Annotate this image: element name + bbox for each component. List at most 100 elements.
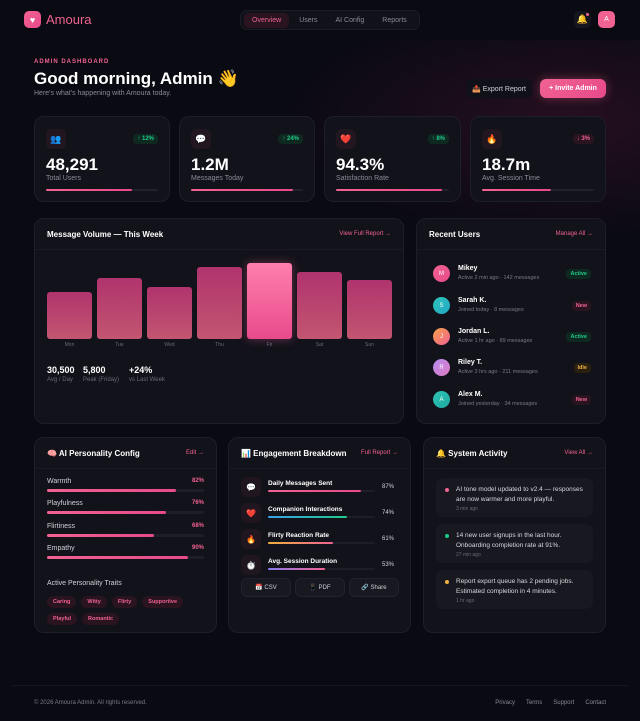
footer-links: Privacy Terms Support Contact bbox=[495, 700, 606, 706]
stat-label: Avg. Session Time bbox=[482, 175, 540, 182]
stat-label: Avg / Day bbox=[47, 377, 73, 383]
footer-link-privacy[interactable]: Privacy bbox=[495, 700, 515, 706]
fire-icon: 🔥 bbox=[241, 529, 261, 549]
user-avatar[interactable]: A bbox=[598, 11, 615, 28]
stat-card-total-users: 👥 ↑ 12% 48,291 Total Users bbox=[34, 116, 170, 202]
stat-progress bbox=[191, 189, 303, 191]
message-volume-card: Message Volume — This Week View Full Rep… bbox=[34, 218, 404, 424]
card-title: Recent Users bbox=[429, 230, 481, 239]
page-eyebrow: ADMIN DASHBOARD bbox=[34, 59, 110, 65]
trait-label: Warmth bbox=[47, 478, 72, 485]
bar-fri[interactable] bbox=[247, 263, 292, 339]
user-row[interactable]: A Alex M. Joined yesterday · 34 messages… bbox=[433, 388, 591, 412]
day-label: Tue bbox=[115, 342, 124, 348]
share-button[interactable]: 🔗 Share bbox=[349, 578, 399, 597]
top-bar: ♥ Amoura Overview Users AI Config Report… bbox=[0, 0, 640, 40]
stat-value: 18.7m bbox=[482, 155, 531, 174]
trait-chip[interactable]: Playful bbox=[47, 613, 78, 625]
full-report-link[interactable]: Full Report → bbox=[360, 450, 398, 456]
card-title: Message Volume — This Week bbox=[47, 230, 164, 239]
divider bbox=[424, 468, 605, 469]
export-csv-button[interactable]: 📅 CSV bbox=[241, 578, 291, 597]
trait-label: Flirtiness bbox=[47, 523, 76, 530]
engagement-row: 🔥 Flirty Reaction Rate 61% bbox=[241, 529, 398, 551]
footer-link-terms[interactable]: Terms bbox=[525, 700, 543, 706]
nav-reports[interactable]: Reports bbox=[382, 16, 407, 24]
user-meta: Active 3 hrs ago · 211 messages bbox=[458, 369, 538, 375]
status-dot bbox=[445, 580, 449, 584]
fire-icon: 🔥 bbox=[482, 129, 502, 149]
engagement-value: 87% bbox=[381, 484, 394, 490]
user-avatar: M bbox=[433, 265, 450, 282]
trait-chip[interactable]: Romantic bbox=[82, 613, 120, 625]
engagement-row: ⏱️ Avg. Session Duration 53% bbox=[241, 555, 398, 577]
user-row[interactable]: M Mikey Active 2 min ago · 142 messages … bbox=[433, 262, 591, 286]
user-row[interactable]: R Riley T. Active 3 hrs ago · 211 messag… bbox=[433, 356, 591, 380]
brand-name[interactable]: Amoura bbox=[46, 12, 92, 27]
export-pdf-button[interactable]: 📱 PDF bbox=[295, 578, 345, 597]
bar-sat[interactable] bbox=[297, 272, 342, 339]
activity-item[interactable]: AI tone model updated to v2.4 — response… bbox=[436, 478, 593, 517]
logo-heart-icon[interactable]: ♥ bbox=[24, 11, 41, 28]
trait-chip[interactable]: Caring bbox=[47, 596, 77, 608]
trait-slider[interactable] bbox=[47, 511, 204, 514]
users-icon: 👥 bbox=[46, 129, 66, 149]
trait-slider[interactable] bbox=[47, 534, 204, 537]
view-all-link[interactable]: View All → bbox=[564, 450, 593, 456]
card-title: 🔔 System Activity bbox=[436, 449, 508, 458]
manage-all-link[interactable]: Manage All → bbox=[555, 231, 593, 237]
bar-thu[interactable] bbox=[197, 266, 242, 339]
trait-label: Playfulness bbox=[47, 500, 83, 507]
stat-label: Satisfaction Rate bbox=[336, 175, 389, 182]
bar-wed[interactable] bbox=[147, 287, 192, 339]
user-meta: Joined yesterday · 34 messages bbox=[458, 401, 538, 407]
trait-chip[interactable]: Supportive bbox=[142, 596, 184, 608]
trait-chip[interactable]: Flirty bbox=[111, 596, 138, 608]
x-axis-labels: Mon Tue Wed Thu Fri Sat Sun bbox=[47, 342, 392, 348]
nav-ai-config[interactable]: AI Config bbox=[335, 16, 365, 24]
engagement-row: ❤️ Companion Interactions 74% bbox=[241, 503, 398, 525]
user-row[interactable]: J Jordan L. Active 1 hr ago · 89 message… bbox=[433, 325, 591, 349]
activity-item[interactable]: 14 new user signups in the last hour. On… bbox=[436, 524, 593, 563]
activity-time: 1 hr ago bbox=[456, 598, 475, 604]
trait-chips: Caring Witty Flirty Supportive Playful R… bbox=[47, 596, 207, 625]
user-meta: Active 2 min ago · 142 messages bbox=[458, 275, 540, 281]
stat-progress bbox=[46, 189, 158, 191]
divider bbox=[229, 468, 410, 469]
engagement-value: 74% bbox=[381, 510, 394, 516]
stat-progress bbox=[482, 189, 594, 191]
trait-chip[interactable]: Witty bbox=[81, 596, 107, 608]
trait-slider[interactable] bbox=[47, 489, 204, 492]
footer-link-contact[interactable]: Contact bbox=[585, 700, 606, 706]
bar-sun[interactable] bbox=[347, 280, 392, 339]
activity-text: 14 new user signups in the last hour. On… bbox=[456, 532, 562, 549]
status-badge: Idle bbox=[573, 363, 591, 373]
user-name: Sarah K. bbox=[458, 297, 487, 304]
edit-link[interactable]: Edit → bbox=[185, 450, 204, 456]
invite-admin-button[interactable]: + Invite Admin bbox=[540, 79, 606, 98]
bar-mon[interactable] bbox=[47, 291, 92, 339]
day-label: Mon bbox=[64, 342, 75, 348]
status-badge: New bbox=[571, 395, 591, 405]
user-row[interactable]: S Sarah K. Joined today · 8 messages New bbox=[433, 294, 591, 318]
trait-label: Empathy bbox=[47, 545, 75, 552]
stat-progress bbox=[336, 189, 449, 191]
footer-link-support[interactable]: Support bbox=[553, 700, 575, 706]
day-label: Wed bbox=[164, 342, 175, 348]
activity-item[interactable]: Report export queue has 2 pending jobs. … bbox=[436, 570, 593, 609]
trait-slider[interactable] bbox=[47, 556, 204, 559]
system-activity-card: 🔔 System Activity View All → AI tone mod… bbox=[423, 437, 606, 633]
view-full-report-link[interactable]: View Full Report → bbox=[339, 231, 391, 237]
stat-label: Total Users bbox=[46, 175, 82, 182]
stat-value: 48,291 bbox=[46, 155, 98, 174]
divider bbox=[417, 249, 605, 250]
page-title: Good morning, Admin 👋 bbox=[34, 69, 239, 88]
engagement-bar bbox=[268, 542, 375, 544]
user-avatar: S bbox=[433, 297, 450, 314]
engagement-value: 53% bbox=[381, 562, 394, 568]
bar-tue[interactable] bbox=[97, 278, 142, 339]
nav-overview[interactable]: Overview bbox=[244, 12, 290, 28]
export-report-button[interactable]: 📤 Export Report bbox=[466, 79, 532, 98]
notifications-button[interactable]: 🔔 bbox=[574, 11, 591, 28]
nav-users[interactable]: Users bbox=[299, 16, 318, 24]
